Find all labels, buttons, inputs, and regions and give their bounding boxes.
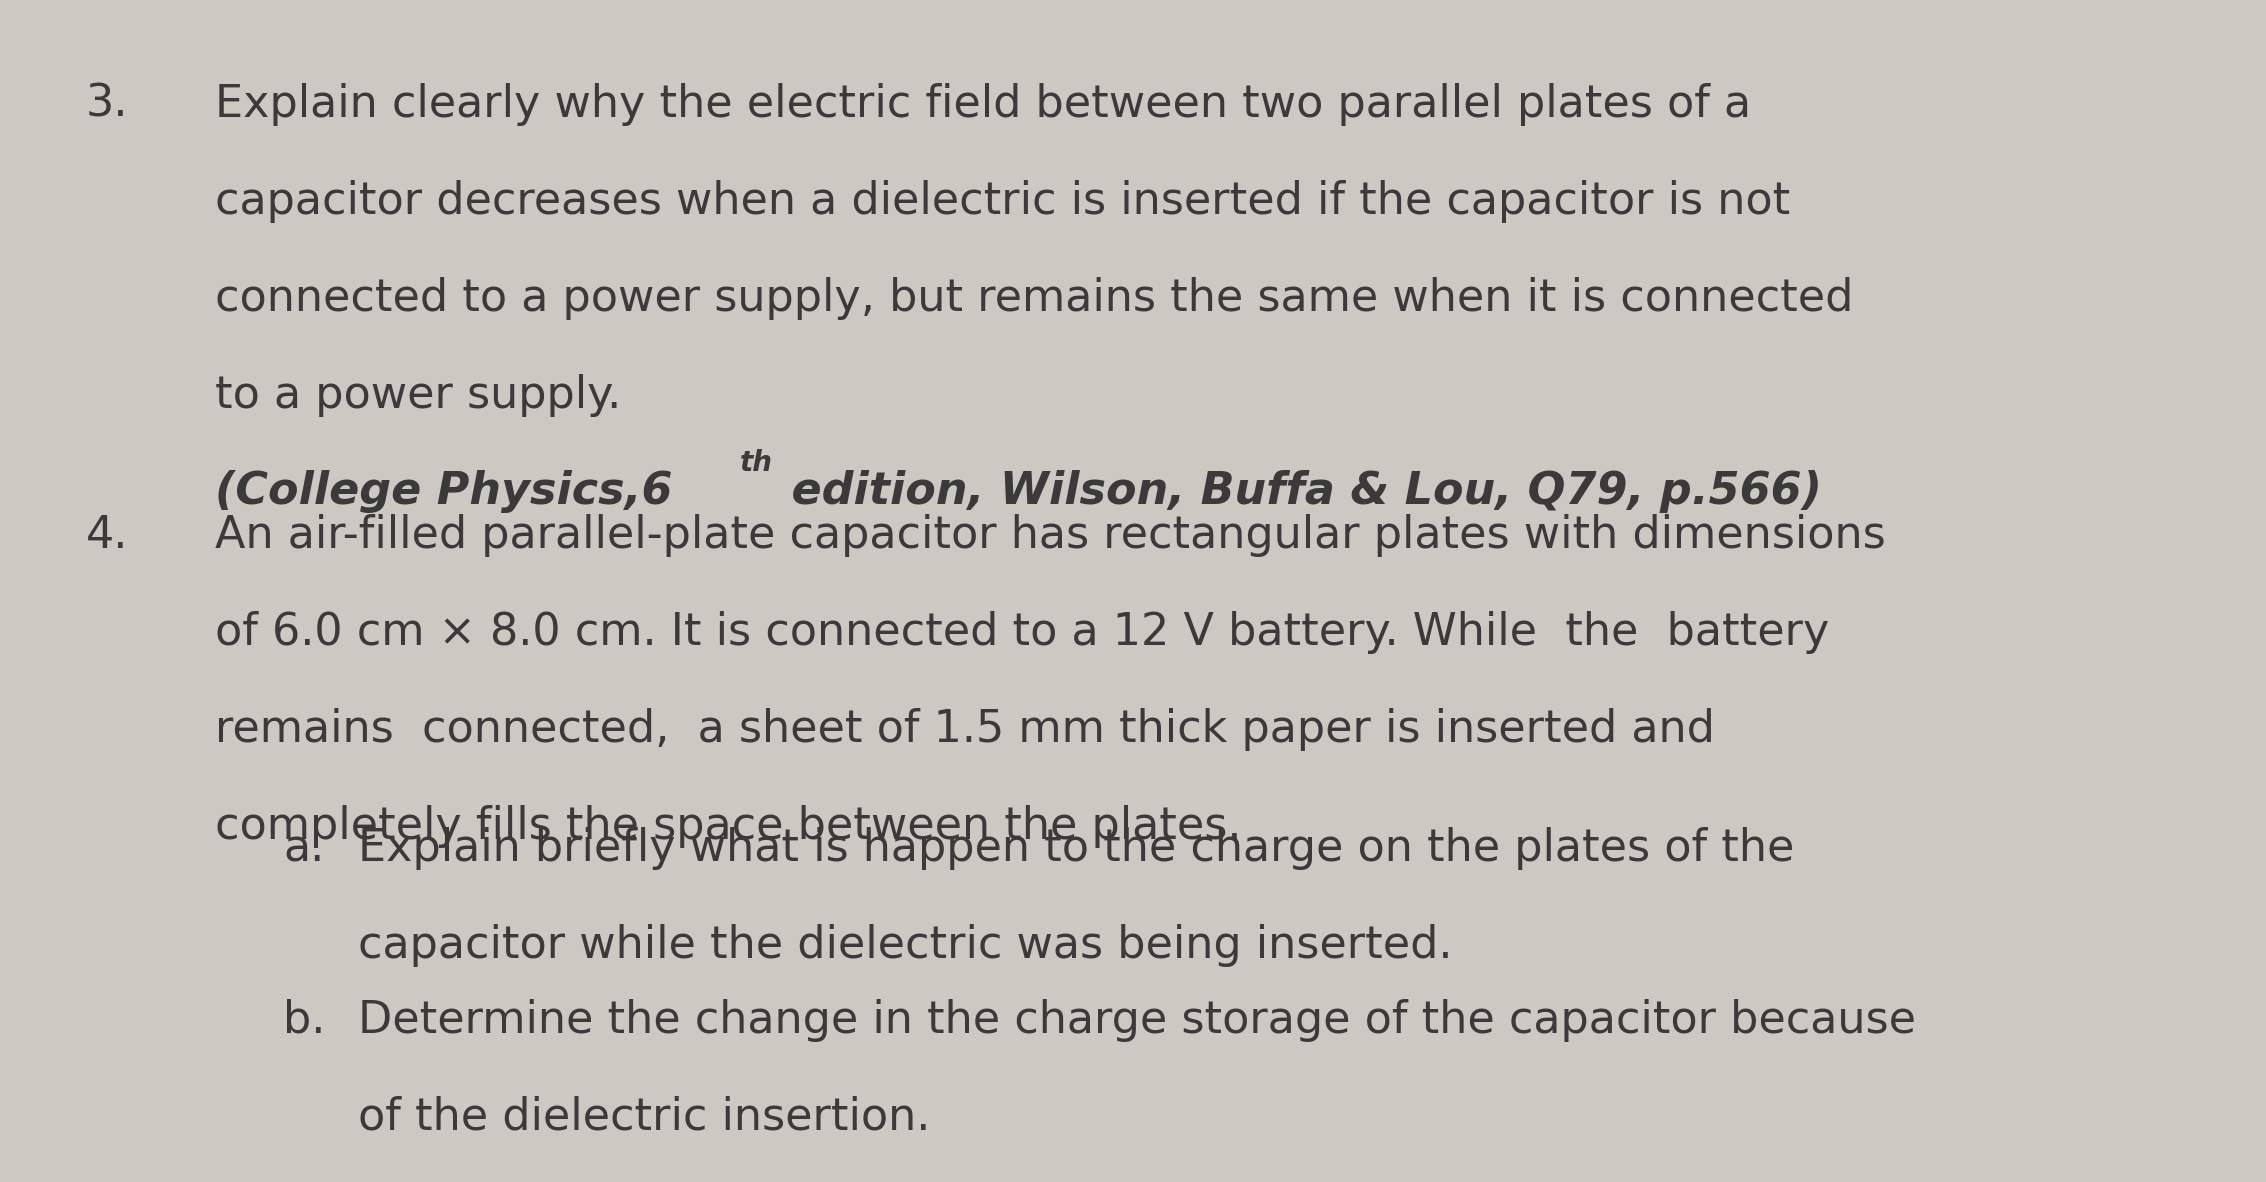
Text: remains  connected,  a sheet of 1.5 mm thick paper is inserted and: remains connected, a sheet of 1.5 mm thi… xyxy=(215,708,1715,751)
Text: Determine the change in the charge storage of the capacitor because: Determine the change in the charge stora… xyxy=(358,999,1917,1041)
Text: of the dielectric insertion.: of the dielectric insertion. xyxy=(358,1096,931,1138)
Text: capacitor while the dielectric was being inserted.: capacitor while the dielectric was being… xyxy=(358,924,1453,967)
Text: b.: b. xyxy=(283,999,326,1041)
Text: Explain briefly what is happen to the charge on the plates of the: Explain briefly what is happen to the ch… xyxy=(358,827,1795,870)
Text: connected to a power supply, but remains the same when it is connected: connected to a power supply, but remains… xyxy=(215,277,1854,319)
Text: An air-filled parallel-plate capacitor has rectangular plates with dimensions: An air-filled parallel-plate capacitor h… xyxy=(215,514,1885,557)
Text: to a power supply.: to a power supply. xyxy=(215,374,621,416)
Text: capacitor decreases when a dielectric is inserted if the capacitor is not: capacitor decreases when a dielectric is… xyxy=(215,180,1790,222)
Text: th: th xyxy=(739,449,773,478)
Text: Explain clearly why the electric field between two parallel plates of a: Explain clearly why the electric field b… xyxy=(215,83,1752,125)
Text: completely fills the space between the plates.: completely fills the space between the p… xyxy=(215,805,1242,847)
Text: 3.: 3. xyxy=(86,83,129,125)
Text: (College Physics,6: (College Physics,6 xyxy=(215,470,673,513)
Text: 4.: 4. xyxy=(86,514,129,557)
Text: edition, Wilson, Buffa & Lou, Q79, p.566): edition, Wilson, Buffa & Lou, Q79, p.566… xyxy=(775,470,1822,513)
Text: of 6.0 cm × 8.0 cm. It is connected to a 12 V battery. While  the  battery: of 6.0 cm × 8.0 cm. It is connected to a… xyxy=(215,611,1829,654)
Text: a.: a. xyxy=(283,827,324,870)
